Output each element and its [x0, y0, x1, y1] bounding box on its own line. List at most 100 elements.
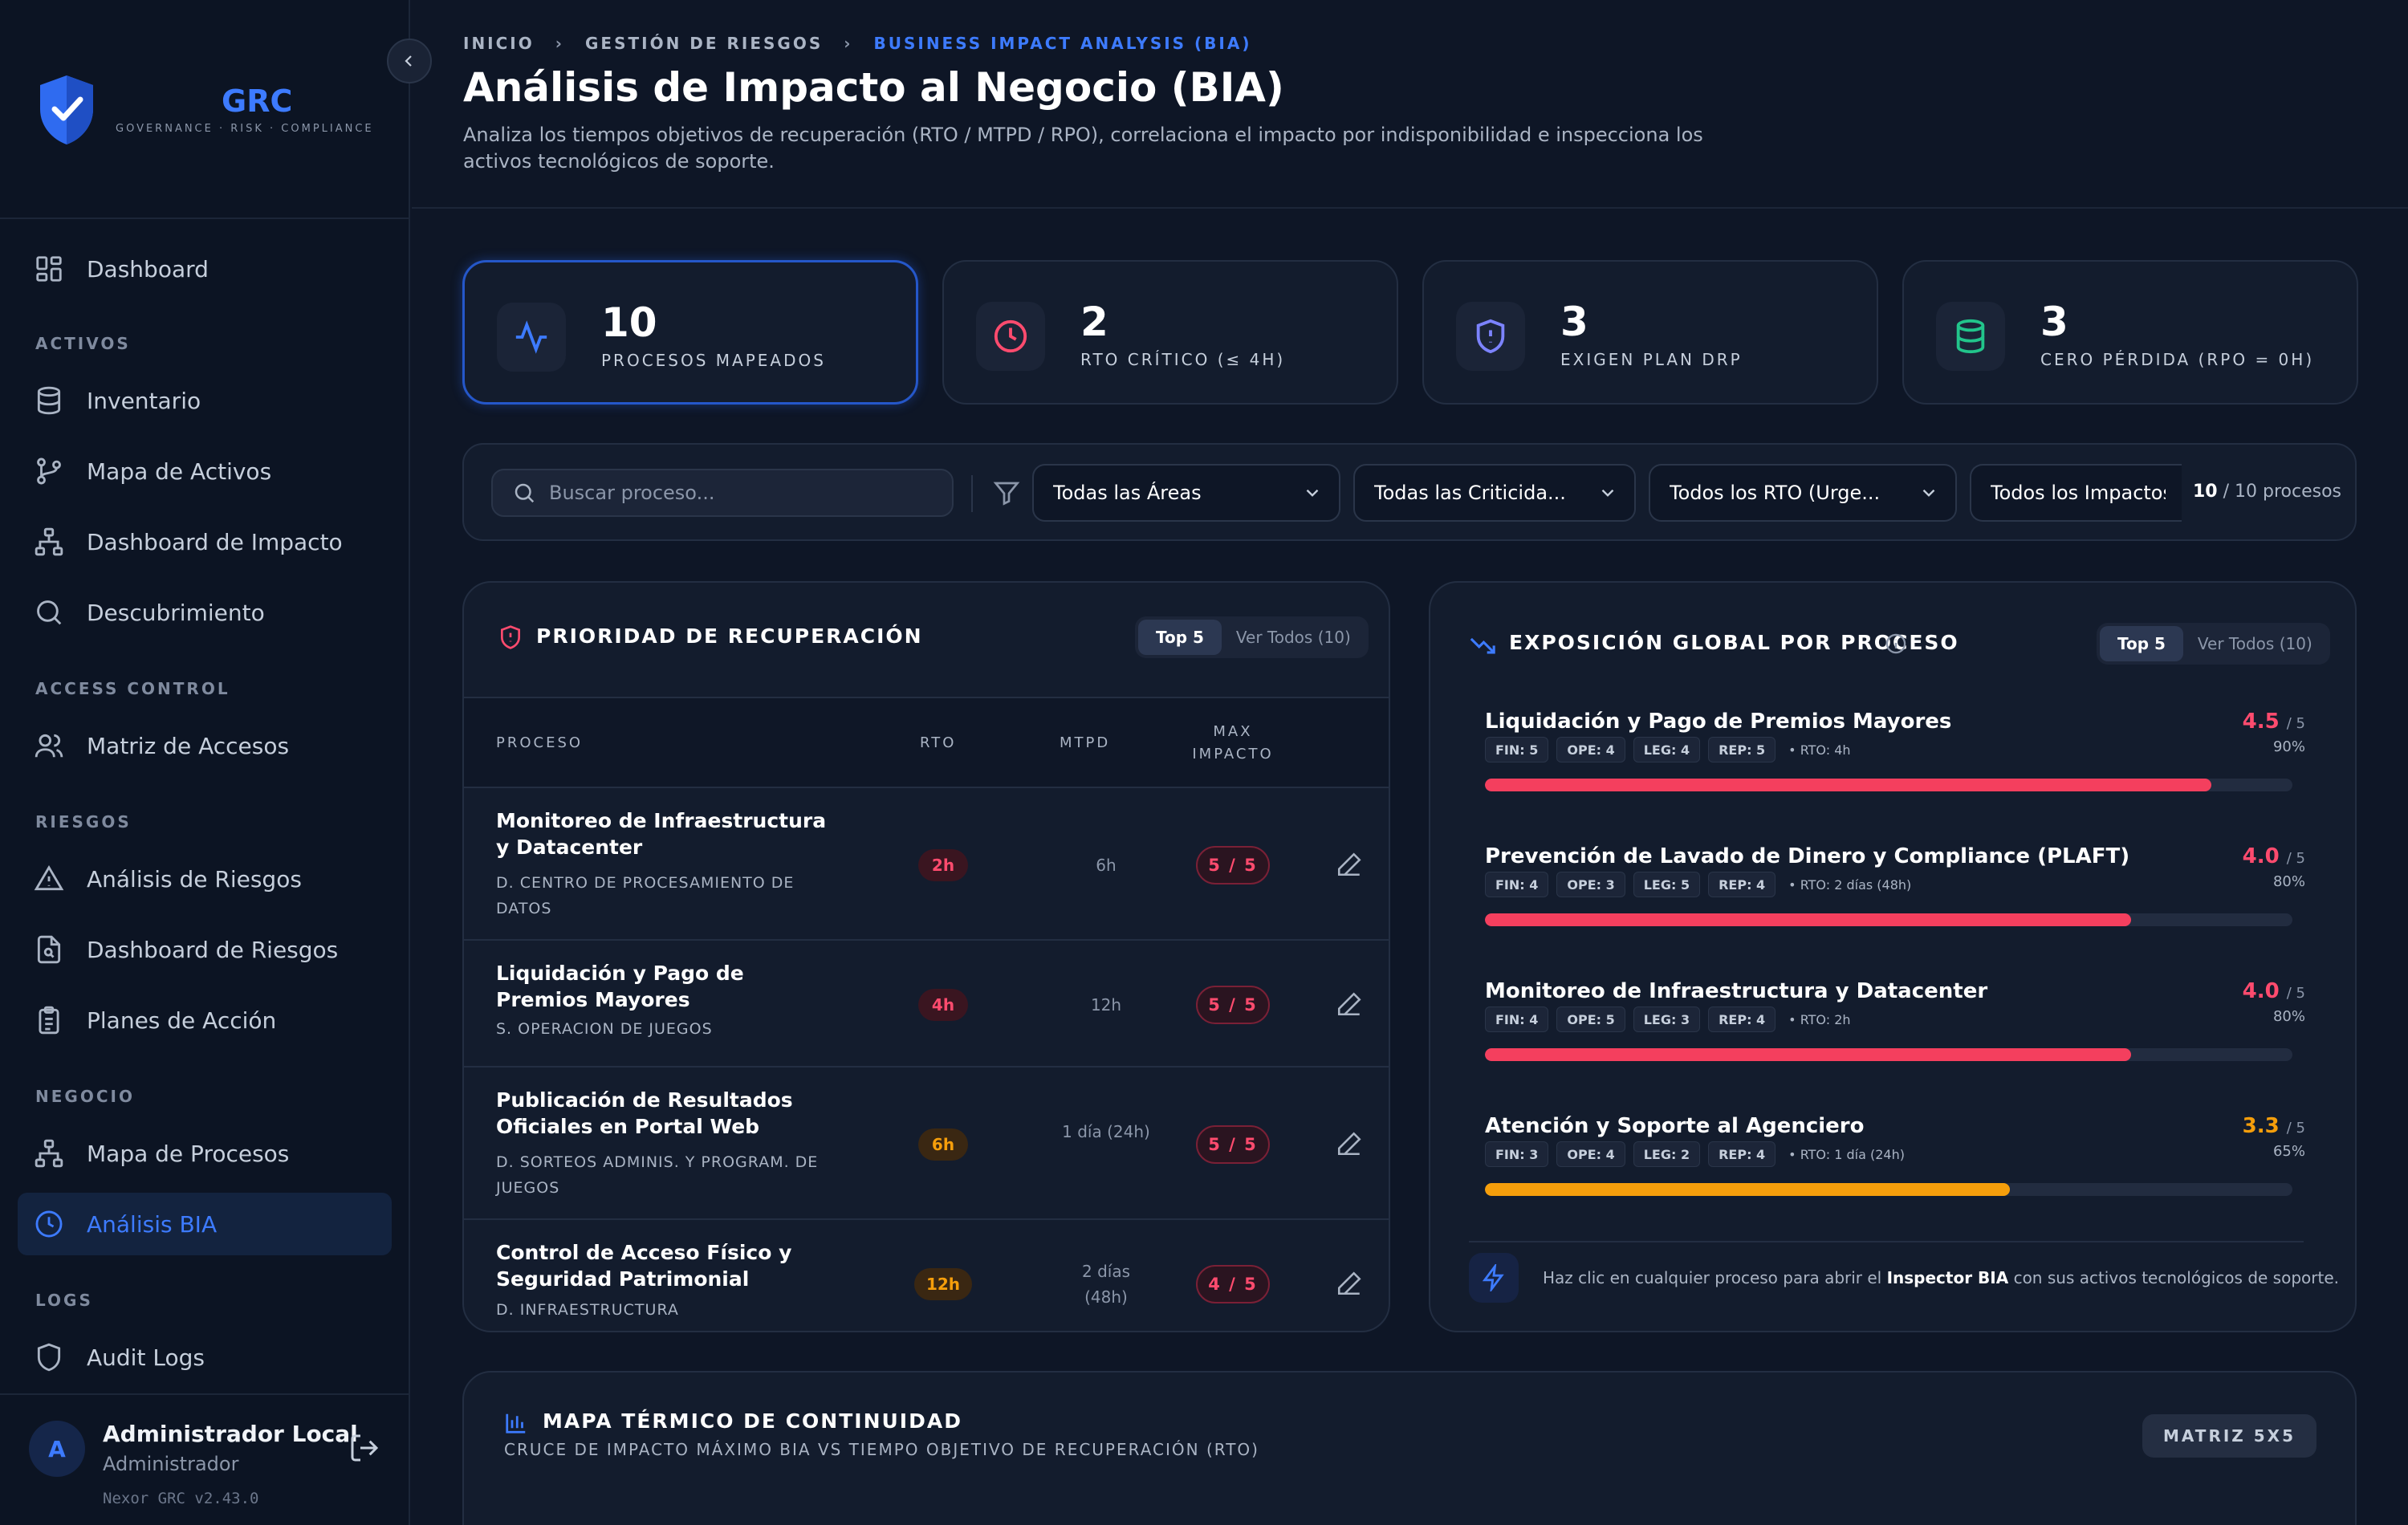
- select-value: Todas las Áreas: [1053, 482, 1202, 504]
- section-negocio: NEGOCIO: [35, 1087, 135, 1106]
- search-icon: [37, 600, 62, 625]
- bar-chart-icon: [506, 1413, 526, 1434]
- sidebar-item-matriz-accesos[interactable]: Matriz de Accesos: [18, 714, 392, 777]
- view-all-toggle[interactable]: Ver Todos (10): [1235, 628, 1351, 647]
- mtpd-value: 1 día (24h): [1062, 1122, 1150, 1141]
- sidebar-item-planes-accion[interactable]: Planes de Acción: [18, 989, 392, 1051]
- sidebar-item-descubrimiento[interactable]: Descubrimiento: [18, 581, 392, 644]
- rto-select[interactable]: Todos los RTO (Urge...: [1649, 464, 1957, 522]
- exposure-bar-fill: [1485, 779, 2212, 791]
- stat-card-procesos-mapeados[interactable]: 10 PROCESOS MAPEADOS: [462, 260, 918, 405]
- view-all-toggle[interactable]: Ver Todos (10): [2197, 634, 2312, 653]
- impact-chips: FIN: 5 OPE: 4 LEG: 4 REP: 5 • RTO: 4h: [1485, 737, 1851, 762]
- info-icon[interactable]: [1885, 632, 1907, 655]
- breadcrumb-inicio[interactable]: INICIO: [463, 34, 535, 53]
- sidebar-item-analisis-riesgos[interactable]: Análisis de Riesgos: [18, 848, 392, 910]
- stat-value: 3: [1560, 299, 1588, 345]
- breadcrumb: INICIO › GESTIÓN DE RIESGOS › BUSINESS I…: [463, 34, 1251, 53]
- top5-toggle[interactable]: Top 5: [2100, 626, 2183, 661]
- sidebar-item-audit-logs[interactable]: Audit Logs: [18, 1326, 392, 1389]
- area-select[interactable]: Todas las Áreas: [1032, 464, 1340, 522]
- trending-down-icon: [1470, 637, 1495, 654]
- exposure-row[interactable]: Monitoreo de Infraestructura y Datacente…: [1485, 979, 2305, 1104]
- exposure-percent: 80%: [2272, 873, 2305, 890]
- edit-pencil-icon[interactable]: [1336, 1130, 1363, 1157]
- exposure-bar-fill: [1485, 1183, 2010, 1196]
- hint-text: Haz clic en cualquier proceso para abrir…: [1543, 1268, 2339, 1287]
- network-icon: [35, 527, 63, 556]
- exposure-panel: EXPOSICIÓN GLOBAL POR PROCESO Top 5 Ver …: [1429, 581, 2357, 1332]
- exposure-percent: 65%: [2272, 1143, 2305, 1160]
- chip-leg: LEG: 2: [1633, 1141, 1701, 1167]
- table-row[interactable]: Control de Acceso Físico y Seguridad Pat…: [464, 1220, 1389, 1331]
- sidebar-item-label: Análisis BIA: [87, 1210, 218, 1238]
- stat-label: PROCESOS MAPEADOS: [601, 351, 826, 370]
- impact-badge: 5 / 5: [1196, 1125, 1270, 1164]
- chevron-right-icon: ›: [555, 34, 564, 53]
- user-name: Administrador Local: [103, 1421, 358, 1447]
- process-count: 10 / 10 procesos: [2193, 482, 2341, 502]
- sidebar-item-label: Planes de Acción: [87, 1007, 277, 1034]
- exposure-row[interactable]: Atención y Soporte al Agenciero 3.3 / 5 …: [1485, 1114, 2305, 1239]
- chip-rto: • RTO: 4h: [1788, 742, 1851, 758]
- table-row[interactable]: Monitoreo de Infraestructura y Datacente…: [464, 788, 1389, 941]
- exposure-bar-track: [1485, 1048, 2292, 1061]
- chip-fin: FIN: 5: [1485, 737, 1549, 762]
- exposure-row[interactable]: Liquidación y Pago de Premios Mayores 4.…: [1485, 710, 2305, 835]
- sidebar-item-dashboard-impacto[interactable]: Dashboard de Impacto: [18, 510, 392, 573]
- sidebar-item-analisis-bia[interactable]: Análisis BIA: [18, 1193, 392, 1255]
- chip-rep: REP: 4: [1708, 872, 1776, 897]
- select-value: Todas las Criticida...: [1374, 482, 1566, 504]
- grid-icon: [36, 256, 62, 282]
- chip-leg: LEG: 4: [1633, 737, 1701, 762]
- table-row[interactable]: Liquidación y Pago de Premios Mayores S.…: [464, 941, 1389, 1068]
- mtpd-value: 2 días (48h): [1081, 1262, 1130, 1307]
- rto-badge: 2h: [918, 849, 968, 881]
- heatmap-panel: MAPA TÉRMICO DE CONTINUIDAD CRUCE DE IMP…: [462, 1371, 2357, 1525]
- sidebar-item-dashboard-riesgos[interactable]: Dashboard de Riesgos: [18, 918, 392, 981]
- impact-chips: FIN: 4 OPE: 5 LEG: 3 REP: 4 • RTO: 2h: [1485, 1007, 1851, 1032]
- matrix-badge: MATRIZ 5X5: [2142, 1414, 2316, 1458]
- breadcrumb-gestion-riesgos[interactable]: GESTIÓN DE RIESGOS: [585, 34, 824, 53]
- stat-card-cero-perdida[interactable]: 3 CERO PÉRDIDA (RPO = 0H): [1902, 260, 2358, 405]
- chip-rto: • RTO: 1 día (24h): [1788, 1146, 1905, 1162]
- col-mtpd: MTPD: [1060, 734, 1111, 751]
- exposure-bar-track: [1485, 779, 2292, 791]
- col-max-impacto: MAX IMPACTO: [1192, 723, 1274, 762]
- user-profile: A Administrador Local Administrador Nexo…: [0, 1393, 410, 1525]
- process-name: Liquidación y Pago de Premios Mayores: [1485, 710, 1952, 734]
- divider: [971, 475, 973, 512]
- network-icon: [35, 1139, 63, 1168]
- sidebar-item-inventario[interactable]: Inventario: [18, 369, 392, 432]
- impactos-select[interactable]: Todos los Impactos: [1970, 464, 2182, 522]
- criticidad-select[interactable]: Todas las Criticida...: [1353, 464, 1636, 522]
- edit-pencil-icon[interactable]: [1336, 1270, 1363, 1297]
- stat-card-rto-critico[interactable]: 2 RTO CRÍTICO (≤ 4H): [942, 260, 1398, 405]
- exposure-bar-track: [1485, 1183, 2292, 1196]
- sidebar-item-label: Dashboard de Impacto: [87, 528, 343, 555]
- hint-text-end: con sus activos tecnológicos de soporte.: [2008, 1268, 2339, 1287]
- top5-toggle[interactable]: Top 5: [1138, 620, 1222, 655]
- table-row[interactable]: Publicación de Resultados Oficiales en P…: [464, 1068, 1389, 1220]
- logout-icon[interactable]: [348, 1432, 380, 1464]
- stat-value: 2: [1080, 299, 1108, 345]
- search-field[interactable]: [491, 469, 954, 517]
- sidebar-item-label: Mapa de Activos: [87, 458, 272, 485]
- exposure-row[interactable]: Prevención de Lavado de Dinero y Complia…: [1485, 844, 2305, 970]
- chevron-left-icon: [405, 55, 412, 67]
- edit-pencil-icon[interactable]: [1336, 990, 1363, 1018]
- process-name: Liquidación y Pago de Premios Mayores: [496, 962, 744, 1011]
- app-version: Nexor GRC v2.43.0: [103, 1490, 259, 1507]
- edit-pencil-icon[interactable]: [1336, 851, 1363, 878]
- search-input[interactable]: [549, 482, 934, 504]
- stat-card-plan-drp[interactable]: 3 EXIGEN PLAN DRP: [1422, 260, 1878, 405]
- warning-triangle-icon: [34, 864, 64, 891]
- collapse-sidebar-button[interactable]: [387, 39, 432, 83]
- sidebar-item-label: Mapa de Procesos: [87, 1140, 290, 1167]
- select-value: Todos los Impactos: [1991, 482, 2166, 504]
- sidebar-item-label: Dashboard de Riesgos: [87, 936, 339, 963]
- sidebar-item-mapa-activos[interactable]: Mapa de Activos: [18, 440, 392, 502]
- count-total: / 10 procesos: [2223, 482, 2342, 502]
- sidebar-item-mapa-procesos[interactable]: Mapa de Procesos: [18, 1122, 392, 1185]
- sidebar-item-dashboard[interactable]: Dashboard: [18, 238, 392, 300]
